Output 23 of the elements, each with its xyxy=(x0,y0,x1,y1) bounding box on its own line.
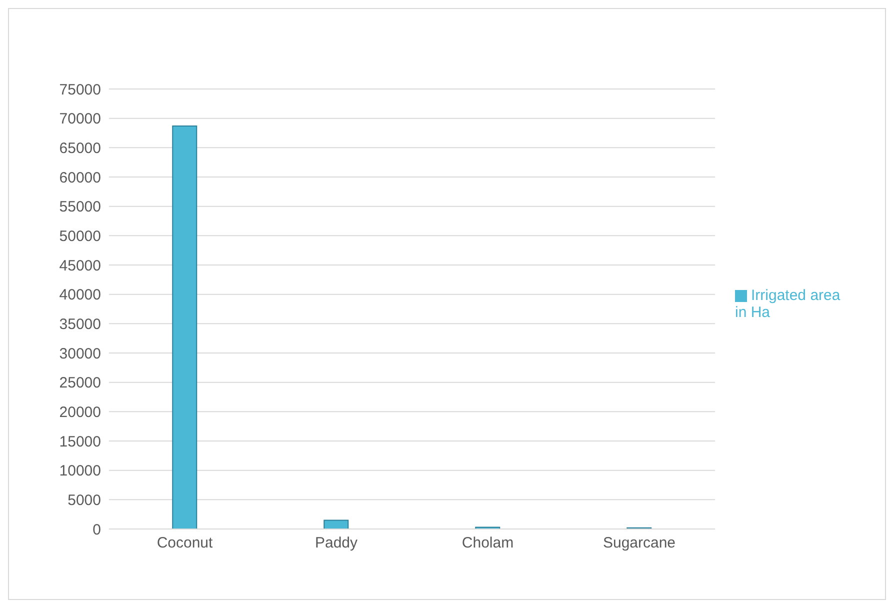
y-tick-label: 20000 xyxy=(59,404,101,421)
y-tick-label: 5000 xyxy=(68,492,101,509)
x-tick-label: Paddy xyxy=(314,534,358,552)
y-tick-label: 50000 xyxy=(59,228,101,245)
y-tick-label: 30000 xyxy=(59,345,101,362)
y-tick-label: 60000 xyxy=(59,169,101,186)
y-tick-label: 65000 xyxy=(59,140,101,157)
y-tick-label: 75000 xyxy=(59,81,101,98)
y-tick-label: 25000 xyxy=(59,374,101,392)
y-tick-label: 0 xyxy=(92,521,101,538)
x-tick-label: Coconut xyxy=(156,534,214,552)
y-tick-label: 45000 xyxy=(59,257,101,274)
y-tick-label: 40000 xyxy=(59,286,101,304)
y-tick-label: 10000 xyxy=(59,462,101,480)
x-tick-label: Cholam xyxy=(462,534,514,552)
y-tick-label: 55000 xyxy=(59,198,101,216)
y-tick-label: 15000 xyxy=(59,433,101,450)
legend-label: Irrigated area in Ha xyxy=(735,287,840,321)
y-tick-label: 70000 xyxy=(59,110,101,128)
y-tick-label: 35000 xyxy=(59,316,101,333)
bar xyxy=(324,520,349,529)
x-tick-label: Sugarcane xyxy=(602,534,676,552)
bar xyxy=(172,125,198,529)
